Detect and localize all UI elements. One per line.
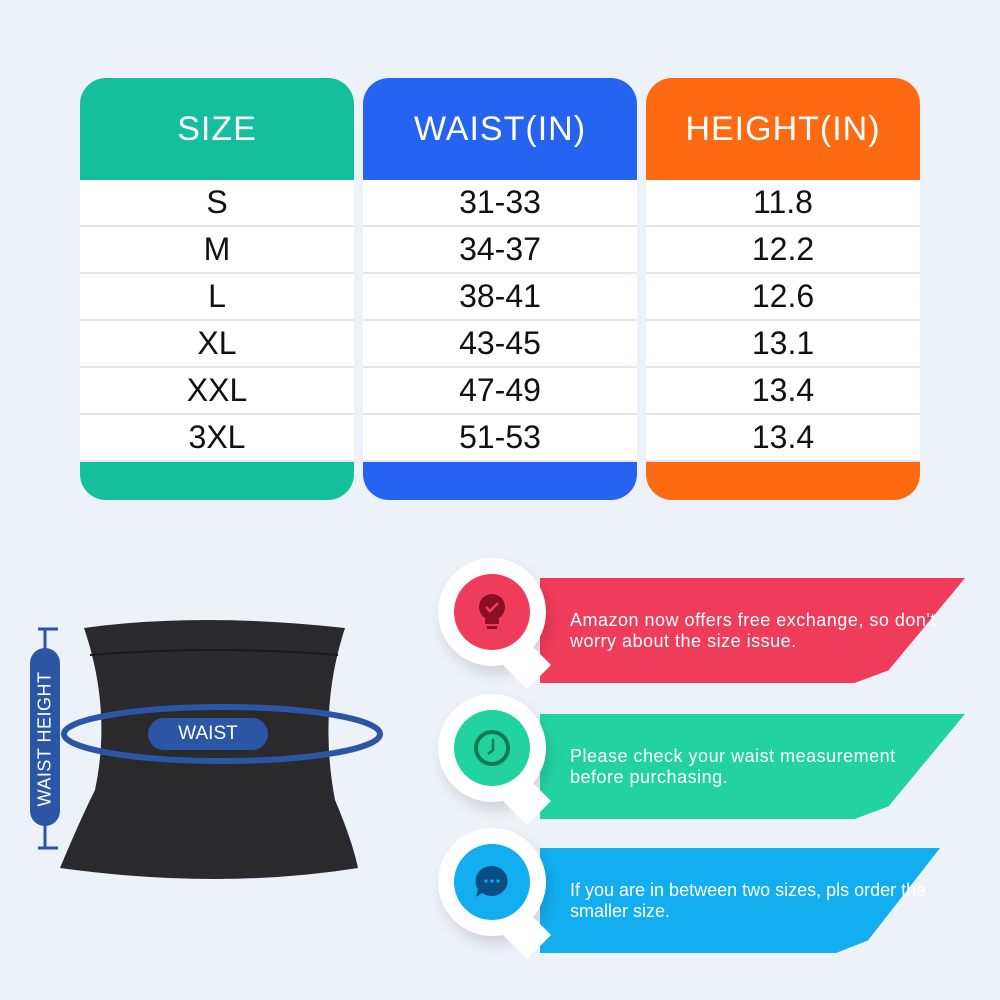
table-cell: 3XL [80,415,354,462]
column-header: SIZE [177,109,257,148]
tip-text: Amazon now offers free exchange, so don'… [570,610,936,651]
table-cell: 11.8 [646,180,920,227]
table-cell: 38-41 [363,274,637,321]
column-header: HEIGHT(IN) [685,109,881,148]
table-cell: 13.4 [646,368,920,415]
lightbulb-check-icon [454,574,530,650]
table-cell: L [80,274,354,321]
tip-check-measurement: Please check your waist measurement befo… [430,694,970,819]
table-cell: 34-37 [363,227,637,274]
table-cell: S [80,180,354,227]
table-cell: 51-53 [363,415,637,462]
waist-column: WAIST(IN) 31-33 34-37 38-41 43-45 47-49 … [363,78,637,500]
waist-trainer-illustration [30,620,383,879]
table-cell: 12.6 [646,274,920,321]
column-header: WAIST(IN) [413,109,587,148]
tip-text: If you are in between two sizes, pls ord… [570,880,927,921]
tip-text: Please check your waist measurement befo… [570,746,896,787]
table-cell: 12.2 [646,227,920,274]
chat-bubble-icon [454,844,530,920]
waist-height-label: WAIST HEIGHT [34,671,55,807]
table-cell: 47-49 [363,368,637,415]
table-cell: 43-45 [363,321,637,368]
tip-free-exchange: Amazon now offers free exchange, so don'… [430,558,970,683]
height-column: HEIGHT(IN) 11.8 12.2 12.6 13.1 13.4 13.4 [646,78,920,500]
waist-height-marker [30,627,60,850]
table-cell: 13.1 [646,321,920,368]
table-cell: XXL [80,368,354,415]
table-cell: 31-33 [363,180,637,227]
table-cell: XL [80,321,354,368]
table-cell: 13.4 [646,415,920,462]
table-cell: M [80,227,354,274]
waist-label: WAIST [178,723,238,744]
clock-icon [454,710,530,786]
tip-between-sizes: If you are in between two sizes, pls ord… [430,828,970,953]
size-column: SIZE S M L XL XXL 3XL [80,78,354,500]
